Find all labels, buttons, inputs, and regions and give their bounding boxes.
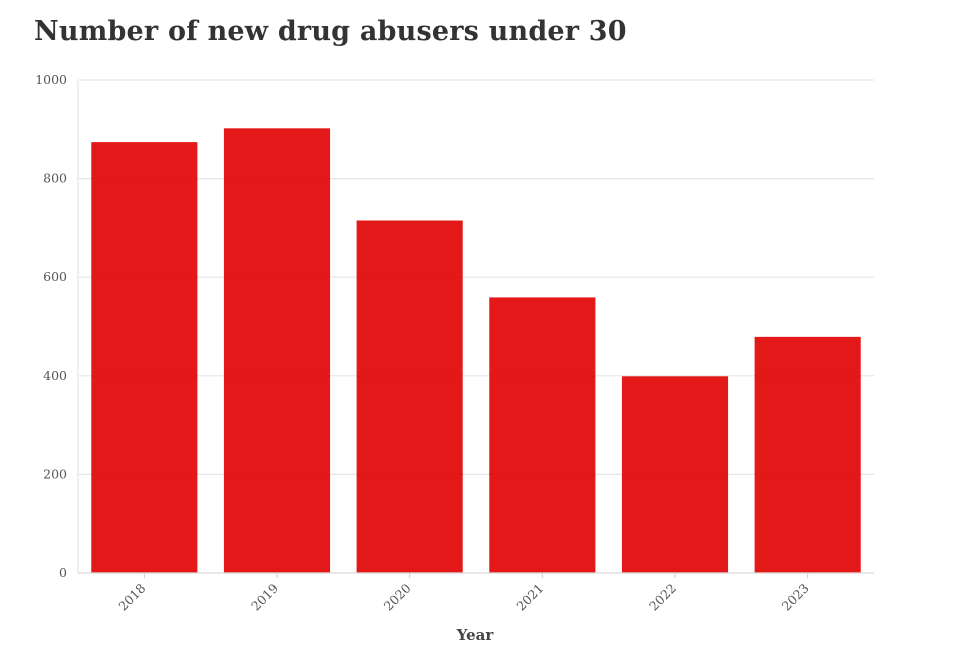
y-tick-label: 400 [43, 368, 67, 383]
y-tick-label: 200 [43, 466, 67, 481]
bars [91, 128, 861, 574]
bar-2023[interactable] [754, 336, 861, 573]
x-tick-label: 2018 [115, 580, 148, 613]
bar-2020[interactable] [356, 220, 463, 573]
x-tick-label: 2021 [513, 581, 546, 614]
bar-2019[interactable] [223, 128, 331, 573]
y-tick-label: 0 [59, 565, 67, 580]
bar-2021[interactable] [489, 297, 596, 573]
y-tick-label: 800 [43, 171, 67, 186]
bar-2022[interactable] [621, 376, 729, 573]
x-tick-label: 2022 [646, 581, 679, 614]
chart-title: Number of new drug abusers under 30 [34, 16, 627, 47]
x-tick-label: 2020 [381, 580, 414, 613]
x-tick-label: 2019 [248, 580, 281, 613]
y-tick-label: 1000 [35, 72, 67, 87]
x-axis-title: Year [456, 626, 495, 644]
y-tick-label: 600 [43, 269, 67, 284]
x-tick-label: 2023 [779, 580, 812, 613]
bar-2018[interactable] [91, 142, 198, 574]
